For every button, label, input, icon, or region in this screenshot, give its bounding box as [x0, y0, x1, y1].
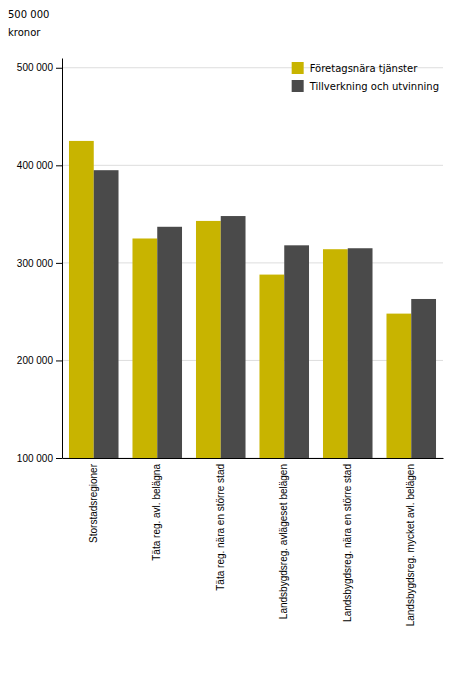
y-tick-mark — [56, 165, 62, 166]
y-tick: 500 000 — [17, 62, 62, 73]
x-tick: Storstadsregioner — [88, 463, 99, 543]
bar-series — [69, 141, 411, 458]
grid-line — [62, 262, 443, 263]
y-axis: 100 000 200 000 300 000 400 000 500 000 — [17, 59, 63, 464]
bar — [157, 227, 182, 458]
bar — [386, 314, 411, 458]
y-tick: 200 000 — [17, 355, 62, 366]
grid — [62, 68, 443, 458]
y-tick-mark — [56, 68, 62, 69]
y-tick-label: 300 000 — [17, 258, 54, 269]
y-tick-mark — [56, 360, 62, 361]
legend-item: Tillverkning och utvinning — [292, 80, 439, 92]
legend-label: Tillverkning och utvinning — [309, 81, 439, 92]
x-tick: Täta reg. nära en större stad — [215, 464, 226, 591]
bar — [94, 170, 119, 458]
y-axis-title: kronor — [8, 27, 41, 38]
bar-series — [94, 170, 436, 458]
legend-swatch — [292, 62, 304, 74]
x-tick-label: Landsbygdsreg. avlägeset belägen — [278, 464, 289, 619]
x-tick: Landsbygdsreg. avlägeset belägen — [278, 464, 289, 619]
grid-line — [62, 458, 443, 459]
y-tick-mark — [56, 458, 62, 459]
legend-item: Företagsnära tjänster — [292, 62, 418, 74]
chart-svg: 100 000 200 000 300 000 400 000 500 000 Stors… — [0, 0, 455, 683]
x-tick: Landsbygdsreg. nära en större stad — [342, 464, 353, 622]
bar — [323, 249, 348, 458]
bars — [69, 141, 436, 458]
grid-line — [62, 360, 443, 361]
x-tick-label: Landsbygdsreg. nära en större stad — [342, 464, 353, 622]
x-tick-label: Täta reg. nära en större stad — [215, 464, 226, 591]
legend-swatch — [292, 80, 304, 92]
annotation: 500 000 — [8, 9, 49, 20]
bar — [221, 216, 246, 458]
bar — [69, 141, 94, 458]
y-axis-line — [62, 59, 63, 459]
y-tick: 400 000 — [17, 160, 62, 171]
x-tick-label: Täta reg. avl. belägna — [151, 464, 162, 561]
y-tick-label: 200 000 — [17, 355, 54, 366]
bar — [348, 248, 373, 458]
bar — [284, 245, 309, 458]
y-tick: 300 000 — [17, 258, 62, 269]
chart-container: 100 000 200 000 300 000 400 000 500 000 Stors… — [0, 0, 455, 683]
y-tick: 100 000 — [17, 453, 62, 464]
x-tick: Täta reg. avl. belägna — [151, 464, 162, 561]
legend-label: Företagsnära tjänster — [310, 63, 418, 74]
bar — [132, 238, 157, 458]
x-axis: Storstadsregioner Täta reg. avl. belägna T… — [63, 459, 444, 627]
bar — [259, 275, 284, 458]
x-tick-label: Storstadsregioner — [88, 463, 99, 543]
plot-area: 100 000 200 000 300 000 400 000 500 000 Stors… — [17, 59, 444, 627]
x-axis-line — [63, 458, 444, 459]
y-tick-label: 500 000 — [17, 62, 54, 73]
bar — [411, 299, 436, 458]
y-tick-label: 100 000 — [17, 453, 54, 464]
y-tick-label: 400 000 — [17, 160, 54, 171]
bar — [196, 221, 221, 458]
y-tick-mark — [56, 263, 62, 264]
legend: Företagsnära tjänster Tillverkning och ut… — [292, 62, 439, 92]
x-tick: Landsbygdsreg. mycket avl. belägen — [405, 464, 416, 626]
x-tick-label: Landsbygdsreg. mycket avl. belägen — [405, 464, 416, 626]
grid-line — [62, 165, 443, 166]
